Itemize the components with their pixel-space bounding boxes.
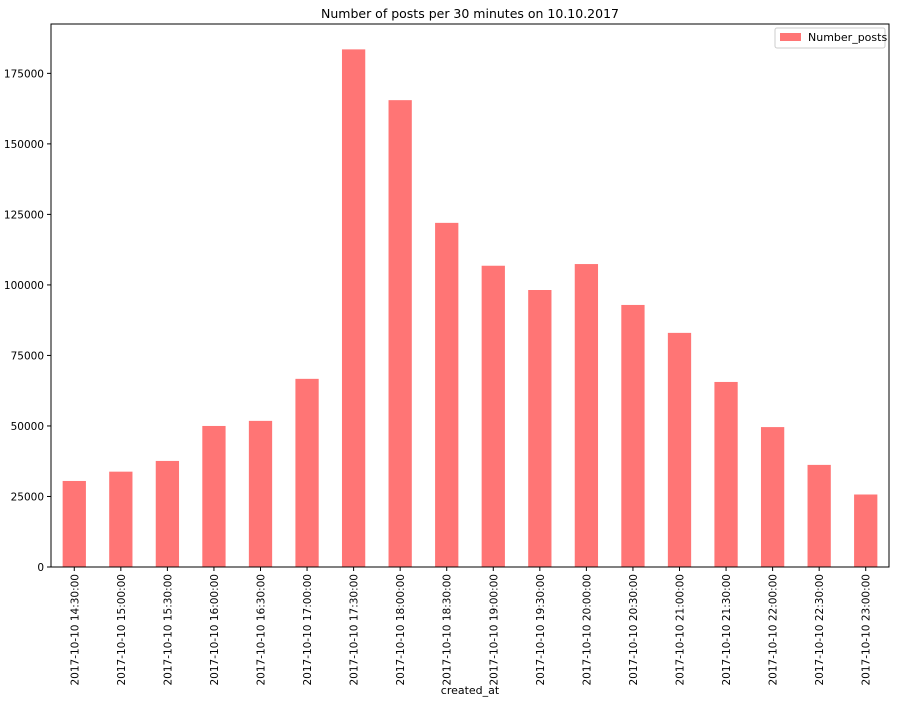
- bar: [528, 289, 552, 567]
- y-tick-label: 0: [37, 562, 44, 574]
- x-tick-label: 2017-10-10 17:30:00: [349, 574, 361, 686]
- x-tick-label: 2017-10-10 17:00:00: [302, 574, 314, 686]
- y-tick-label: 75000: [11, 350, 44, 362]
- y-tick-label: 100000: [4, 280, 44, 292]
- legend: Number_posts: [774, 27, 887, 49]
- bar: [481, 265, 505, 567]
- bars-group: [62, 49, 878, 567]
- x-tick-label: 2017-10-10 20:00:00: [581, 574, 593, 686]
- y-tick-label: 50000: [11, 421, 44, 433]
- bar: [854, 494, 878, 567]
- bar: [621, 304, 645, 567]
- legend-swatch: [780, 33, 801, 41]
- x-tick-label: 2017-10-10 23:00:00: [861, 574, 873, 686]
- y-tick-label: 25000: [11, 491, 44, 503]
- bar: [62, 480, 86, 567]
- x-tick-label: 2017-10-10 16:30:00: [256, 574, 268, 686]
- x-tick-label: 2017-10-10 19:00:00: [488, 574, 500, 686]
- x-tick-label: 2017-10-10 18:00:00: [395, 574, 407, 686]
- legend-entry-label: Number_posts: [808, 31, 887, 44]
- y-tick-label: 175000: [4, 68, 44, 80]
- x-tick-label: 2017-10-10 19:30:00: [535, 574, 547, 686]
- bar: [341, 49, 366, 567]
- x-tick-label: 2017-10-10 21:00:00: [675, 574, 687, 686]
- x-tick-label: 2017-10-10 15:30:00: [162, 574, 174, 686]
- bar: [574, 264, 599, 567]
- x-tick-label: 2017-10-10 18:30:00: [442, 574, 454, 686]
- x-tick-label: 2017-10-10 20:30:00: [628, 574, 640, 686]
- plot-frame: [50, 23, 890, 568]
- bar: [295, 378, 319, 567]
- x-tick-label: 2017-10-10 14:30:00: [69, 574, 81, 686]
- chart-title: Number of posts per 30 minutes on 10.10.…: [321, 6, 619, 21]
- y-tick-label: 150000: [4, 139, 44, 151]
- x-tick-label: 2017-10-10 16:00:00: [209, 574, 221, 686]
- bar: [435, 222, 459, 567]
- x-tick-label: 2017-10-10 22:00:00: [768, 574, 780, 686]
- x-axis: 2017-10-10 14:30:00 2017-10-10 15:00:00 20…: [69, 567, 873, 686]
- bar: [807, 464, 831, 567]
- x-axis-label: created_at: [441, 684, 500, 697]
- y-tick-label: 125000: [4, 209, 44, 221]
- legend-box: [774, 27, 886, 49]
- x-tick-label: 2017-10-10 21:30:00: [721, 574, 733, 686]
- bar: [388, 100, 412, 567]
- bar: [202, 425, 226, 567]
- bar: [760, 427, 785, 567]
- bar: [714, 381, 738, 567]
- x-tick-label: 2017-10-10 15:00:00: [116, 574, 128, 686]
- x-tick-label: 2017-10-10 22:30:00: [814, 574, 826, 686]
- bar: [667, 332, 692, 567]
- bar: [155, 460, 180, 567]
- bar: [109, 471, 133, 567]
- y-axis: 0 25000 50000 75000 100000 125000 150000 175000: [4, 68, 51, 574]
- bar: [248, 420, 273, 567]
